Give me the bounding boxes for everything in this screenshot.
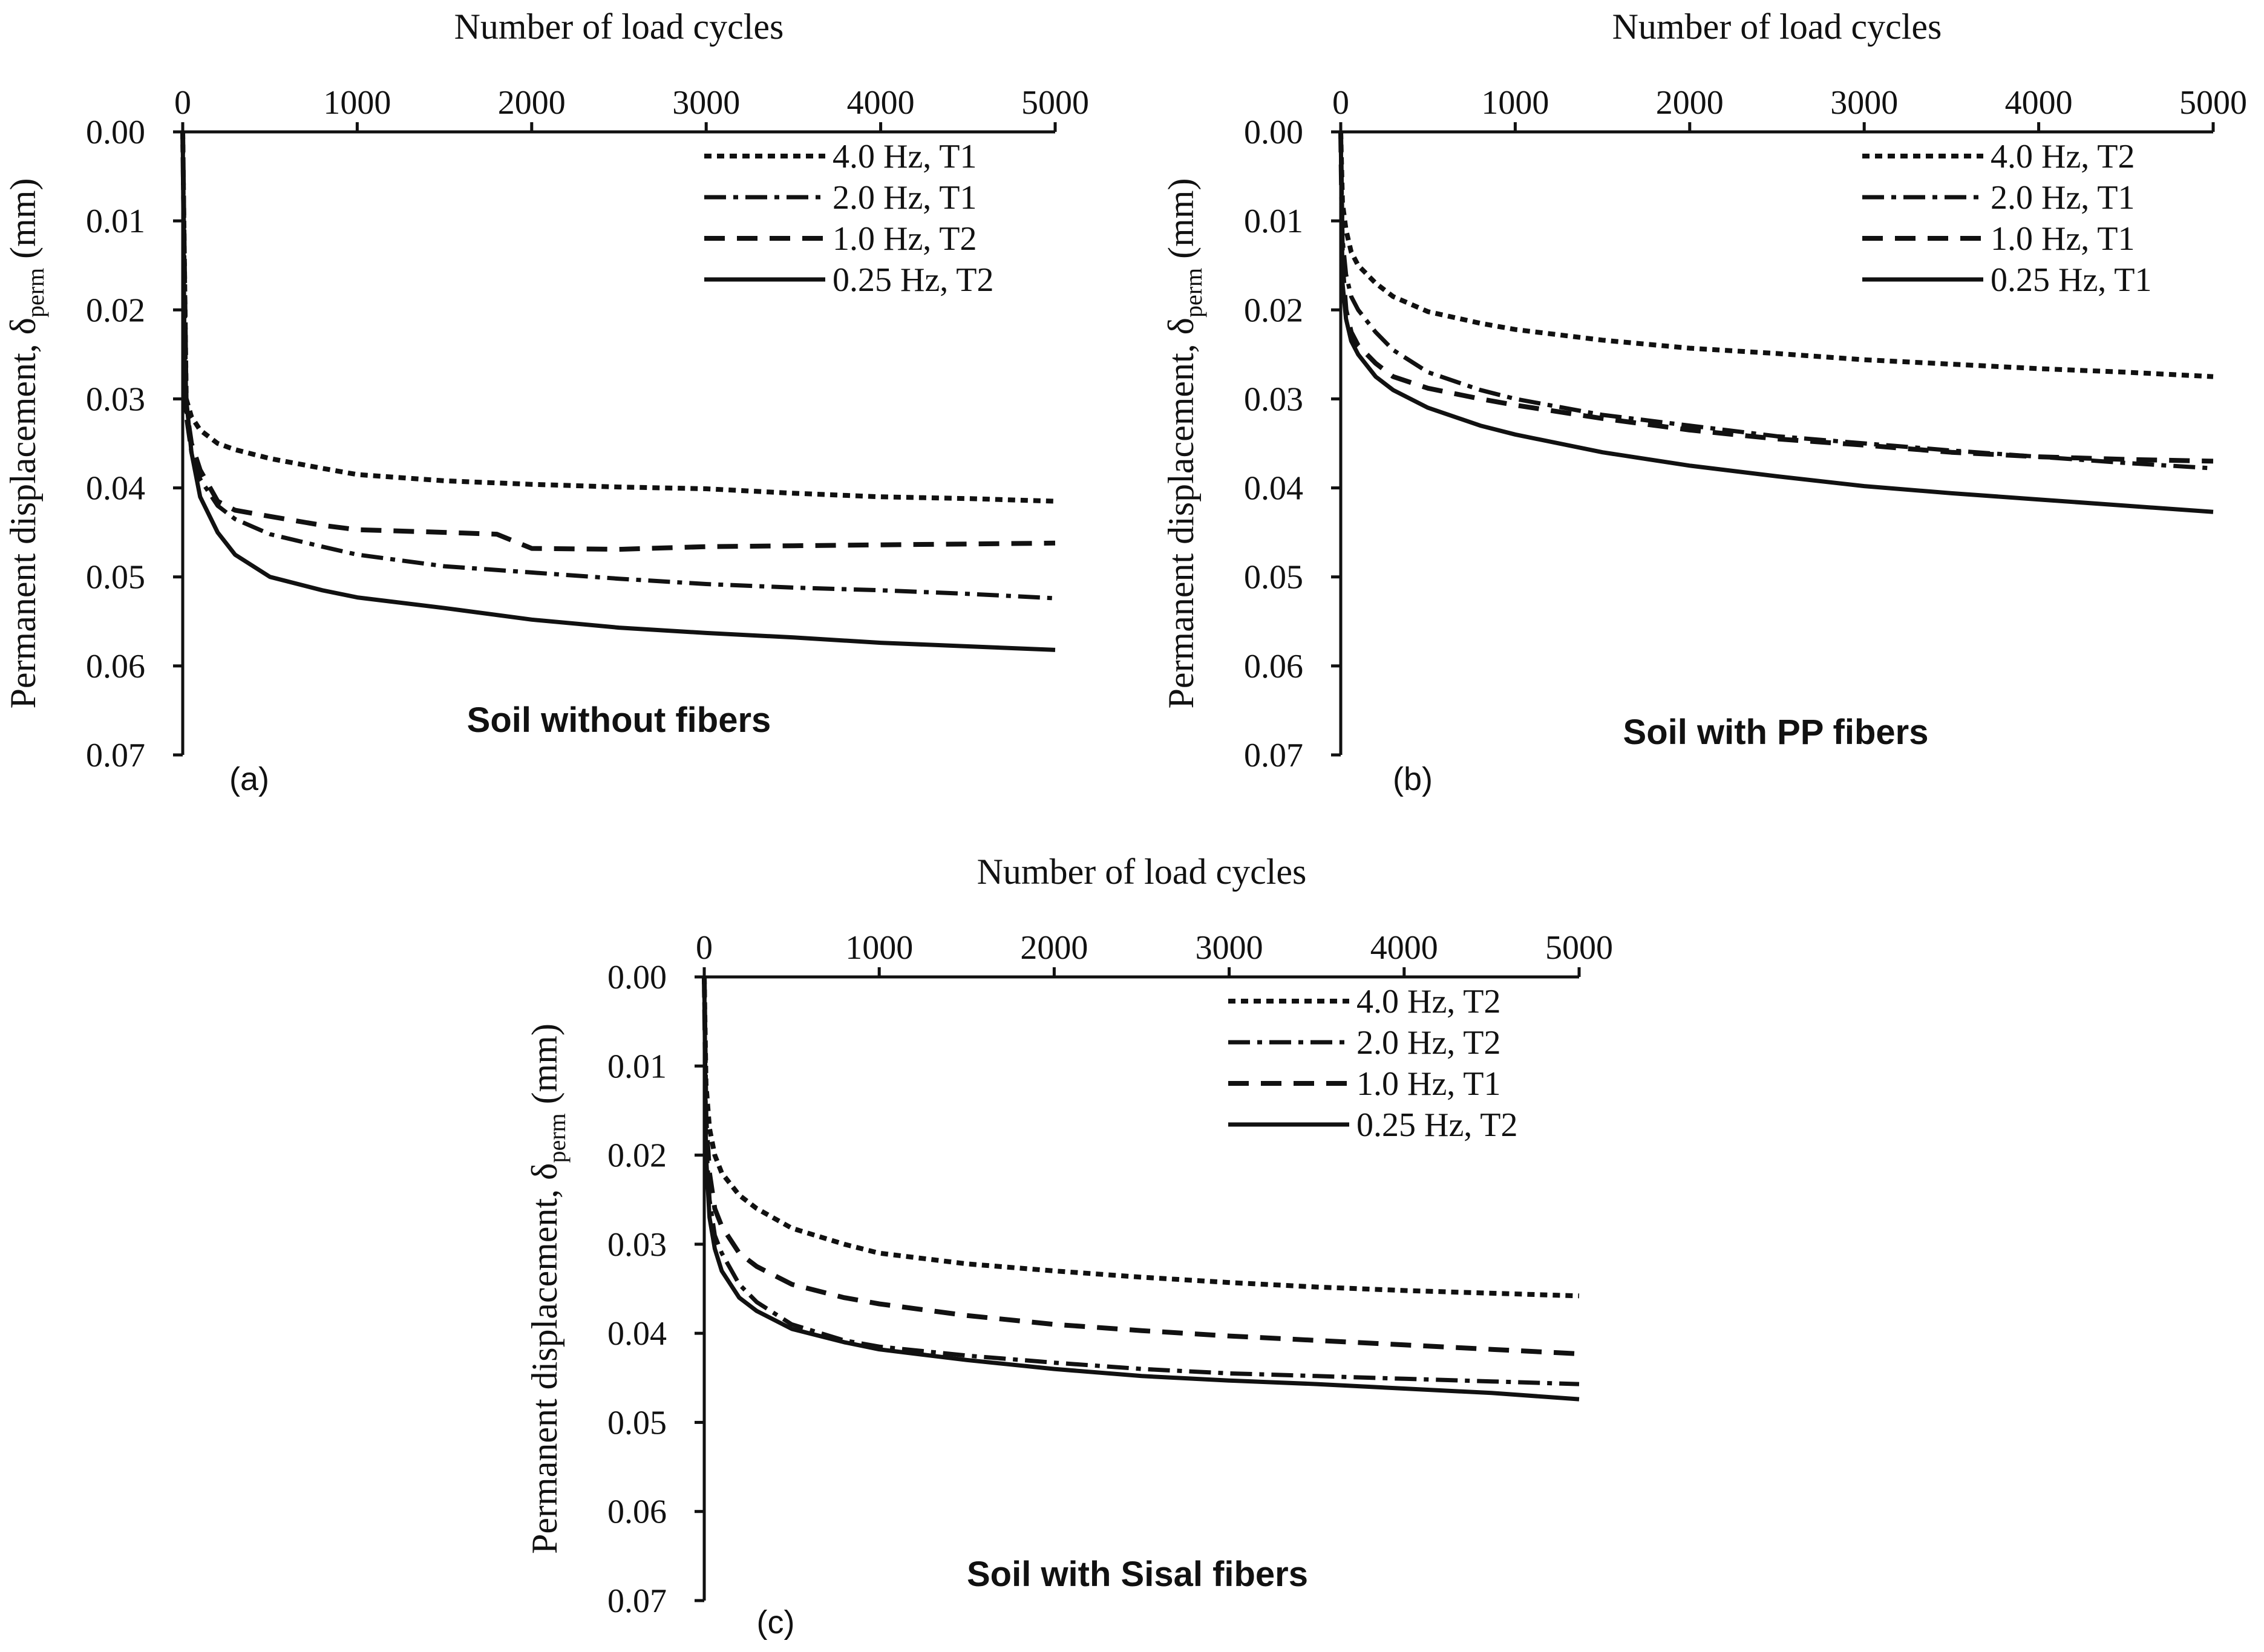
panel-a-y-tick-label: 0.06: [86, 648, 145, 685]
panel-c-series-2-0-hz-t2-line: [702, 976, 1580, 1386]
panel-c-y-tick-label: 0.01: [607, 1048, 667, 1085]
panel-b-chart: 0 1000 2000 3000 4000 5000 0.00 0.01 0.02 0.03 0.0…: [1161, 7, 2247, 797]
panel-c-y-axis-title-sub: perm: [543, 1113, 571, 1163]
panel-c-x-tick-label: 1000: [845, 929, 913, 967]
panel-c-x-tick-label: 4000: [1370, 929, 1438, 967]
panel-c-x-tick-label: 0: [696, 929, 713, 967]
panel-c-series-1-0-hz-t1-line: [702, 976, 1580, 1356]
panel-a-y-axis-title-main: Permanent displacement, δ: [3, 318, 43, 708]
panel-b-y-tick-label: 0.02: [1244, 292, 1303, 329]
panel-a-x-axis-title: Number of load cycles: [454, 7, 784, 47]
panel-a-legend-label: 1.0 Hz, T2: [833, 220, 977, 258]
panel-c-title: Soil with Sisal fibers: [967, 1555, 1308, 1594]
panel-b-y-tick-label: 0.04: [1244, 470, 1303, 508]
panel-c-y-tick-label: 0.06: [607, 1494, 667, 1531]
panel-b-series-0-25-hz-t1-line: [1338, 131, 2214, 514]
panel-b-legend-label: 4.0 Hz, T2: [1991, 138, 2135, 175]
panel-a-x-tick-label: 1000: [323, 84, 391, 122]
panel-c-legend-label: 1.0 Hz, T1: [1356, 1065, 1501, 1103]
panel-b-y-tick-label: 0.05: [1244, 559, 1303, 596]
panel-c-series-0-25-hz-t2-line: [702, 976, 1580, 1402]
panel-a-y-axis-title-sub: perm: [22, 268, 49, 318]
panel-a-series-1-0-hz-t2-line: [180, 131, 1056, 552]
panel-a-x-tick-label: 2000: [498, 84, 566, 122]
panel-b-x-tick-label: 3000: [1830, 84, 1898, 122]
panel-c-series-4-0-hz-t2-line: [702, 976, 1580, 1299]
panel-a-series-2-0-hz-t1-line: [180, 131, 1056, 601]
panel-a-legend-label: 0.25 Hz, T2: [833, 261, 994, 299]
panel-a-legend-label: 2.0 Hz, T1: [833, 179, 977, 217]
panel-b-legend-label: 0.25 Hz, T1: [1991, 261, 2152, 299]
panel-b-y-axis-title-sub: perm: [1180, 268, 1207, 318]
panel-c-legend-label: 4.0 Hz, T2: [1356, 983, 1501, 1020]
panel-b-legend-label: 2.0 Hz, T1: [1991, 179, 2135, 217]
panel-c-legend-label: 0.25 Hz, T2: [1356, 1106, 1518, 1144]
panel-a-chart: 0 1000 2000 3000 4000 5000 0.00 0.01 0.02 0.03 0.0…: [3, 7, 1089, 797]
panel-b-x-tick-label: 1000: [1481, 84, 1549, 122]
panel-b-y-axis-title: Permanent displacement, δperm (mm): [1161, 178, 1207, 709]
panel-b-x-tick-label: 4000: [2005, 84, 2073, 122]
panel-c-y-tick-label: 0.00: [607, 959, 667, 996]
panel-b-y-tick-label: 0.06: [1244, 648, 1303, 685]
panel-a-y-tick-label: 0.00: [86, 114, 145, 151]
panel-c-x-axis-title: Number of load cycles: [977, 852, 1307, 892]
panel-b-y-tick-label: 0.00: [1244, 114, 1303, 151]
panel-a-x-tick-label: 0: [174, 84, 191, 122]
panel-b-x-axis-title: Number of load cycles: [1612, 7, 1942, 47]
panel-b-series-2-0-hz-t1-line: [1338, 131, 2214, 471]
panel-c-y-axis-title-unit: (mm): [525, 1024, 564, 1113]
panel-b-y-tick-label: 0.03: [1244, 380, 1303, 418]
panel-a-x-tick-label: 3000: [672, 84, 740, 122]
panel-c-label: (c): [757, 1604, 795, 1641]
panel-c-y-tick-label: 0.05: [607, 1404, 667, 1441]
panel-c-x-tick-label: 2000: [1020, 929, 1088, 967]
panel-b-title: Soil with PP fibers: [1623, 713, 1929, 752]
panel-a-y-tick-label: 0.03: [86, 380, 145, 418]
panel-c-y-axis-title-main: Permanent displacement, δ: [525, 1163, 564, 1554]
panel-b-legend-label: 1.0 Hz, T1: [1991, 220, 2135, 258]
panel-b-y-tick-label: 0.01: [1244, 203, 1303, 240]
panel-c-x-tick-label: 5000: [1545, 929, 1613, 967]
panel-c-y-tick-label: 0.02: [607, 1137, 667, 1175]
panel-a-x-tick-label: 4000: [847, 84, 915, 122]
panel-b-x-tick-label: 0: [1332, 84, 1349, 122]
panel-a-series-0-25-hz-t2-line: [180, 131, 1056, 652]
panel-a-y-tick-label: 0.01: [86, 203, 145, 240]
panel-c-legend-label: 2.0 Hz, T2: [1356, 1024, 1501, 1062]
panel-a-series-4-0-hz-t1-line: [180, 131, 1056, 504]
panel-b-series-4-0-hz-t2-line: [1338, 131, 2214, 379]
panel-a-y-tick-label: 0.07: [86, 737, 145, 774]
panel-a-legend-label: 4.0 Hz, T1: [833, 138, 977, 175]
panel-c-y-tick-label: 0.03: [607, 1226, 667, 1264]
panel-c-y-tick-label: 0.04: [607, 1315, 667, 1353]
panel-b-y-axis-title-main: Permanent displacement, δ: [1161, 318, 1201, 708]
panel-a-x-tick-label: 5000: [1021, 84, 1089, 122]
panel-a-label: (a): [229, 761, 269, 797]
panel-c-y-axis-title: Permanent displacement, δperm (mm): [525, 1024, 571, 1554]
panel-c-x-tick-label: 3000: [1196, 929, 1263, 967]
panel-a-y-axis-title: Permanent displacement, δperm (mm): [3, 178, 49, 709]
panel-b-y-axis-title-unit: (mm): [1161, 178, 1201, 268]
panel-a-y-tick-label: 0.02: [86, 292, 145, 329]
panel-b-x-tick-label: 2000: [1656, 84, 1724, 122]
panel-c-chart: 0 1000 2000 3000 4000 5000 0.00 0.01 0.02 0.03 0.0…: [525, 852, 1613, 1641]
panel-a-y-axis-title-unit: (mm): [3, 178, 43, 268]
panel-a-y-tick-label: 0.04: [86, 470, 145, 508]
panel-c-y-tick-label: 0.07: [607, 1582, 667, 1620]
panel-b-label: (b): [1393, 761, 1433, 797]
panel-a-y-tick-label: 0.05: [86, 559, 145, 596]
panel-b-x-tick-label: 5000: [2179, 84, 2247, 122]
panel-b-y-tick-label: 0.07: [1244, 737, 1303, 774]
panel-a-title: Soil without fibers: [467, 700, 771, 740]
